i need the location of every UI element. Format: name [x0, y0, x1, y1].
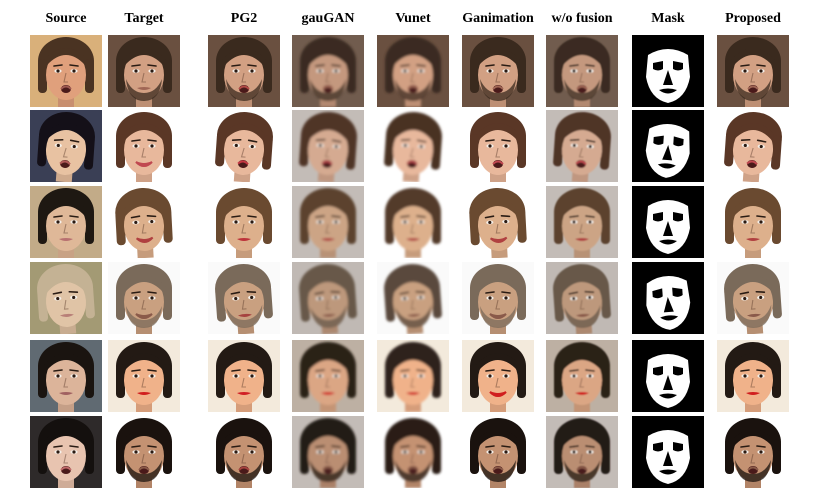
face-image-source-row-2	[30, 110, 102, 182]
face-image-vunet-row-5	[377, 340, 449, 412]
face-image-mask-row-6	[632, 416, 704, 488]
face-image-gaugan-row-3	[292, 186, 364, 258]
face-image-proposed-row-3	[717, 186, 789, 258]
face-image-wo-fusion-row-2	[546, 110, 618, 182]
face-image-source-row-4	[30, 262, 102, 334]
face-image-wo-fusion-row-5	[546, 340, 618, 412]
column-header-ganimation: Ganimation	[462, 11, 534, 26]
column-header-gaugan: gauGAN	[301, 11, 355, 26]
face-image-pg2-row-6	[208, 416, 280, 488]
column-header-source: Source	[45, 11, 87, 26]
column-header-vunet: Vunet	[395, 11, 431, 26]
column-header-mask: Mask	[651, 11, 685, 26]
face-image-pg2-row-2	[208, 110, 280, 182]
face-image-wo-fusion-row-1	[546, 35, 618, 107]
face-image-vunet-row-3	[377, 186, 449, 258]
face-image-target-row-3	[108, 186, 180, 258]
face-image-source-row-6	[30, 416, 102, 488]
face-image-wo-fusion-row-4	[546, 262, 618, 334]
face-image-vunet-row-4	[377, 262, 449, 334]
face-image-pg2-row-4	[208, 262, 280, 334]
face-image-source-row-3	[30, 186, 102, 258]
face-image-ganimation-row-2	[462, 110, 534, 182]
face-image-ganimation-row-6	[462, 416, 534, 488]
face-image-proposed-row-1	[717, 35, 789, 107]
face-image-mask-row-1	[632, 35, 704, 107]
face-image-pg2-row-1	[208, 35, 280, 107]
face-image-mask-row-2	[632, 110, 704, 182]
face-image-target-row-2	[108, 110, 180, 182]
face-image-vunet-row-6	[377, 416, 449, 488]
face-image-vunet-row-2	[377, 110, 449, 182]
face-image-ganimation-row-1	[462, 35, 534, 107]
face-image-source-row-1	[30, 35, 102, 107]
column-header-proposed: Proposed	[725, 11, 781, 26]
face-image-target-row-5	[108, 340, 180, 412]
face-image-wo-fusion-row-6	[546, 416, 618, 488]
face-image-gaugan-row-6	[292, 416, 364, 488]
face-image-proposed-row-4	[717, 262, 789, 334]
face-image-gaugan-row-5	[292, 340, 364, 412]
face-image-vunet-row-1	[377, 35, 449, 107]
face-image-source-row-5	[30, 340, 102, 412]
face-image-gaugan-row-1	[292, 35, 364, 107]
column-header-wo-fusion: w/o fusion	[551, 11, 613, 26]
face-image-target-row-4	[108, 262, 180, 334]
face-image-gaugan-row-2	[292, 110, 364, 182]
face-image-mask-row-5	[632, 340, 704, 412]
face-image-wo-fusion-row-3	[546, 186, 618, 258]
face-image-ganimation-row-4	[462, 262, 534, 334]
face-image-proposed-row-6	[717, 416, 789, 488]
face-image-mask-row-4	[632, 262, 704, 334]
face-image-ganimation-row-5	[462, 340, 534, 412]
face-image-pg2-row-3	[208, 186, 280, 258]
face-image-proposed-row-2	[717, 110, 789, 182]
face-image-mask-row-3	[632, 186, 704, 258]
face-image-gaugan-row-4	[292, 262, 364, 334]
column-header-pg2: PG2	[230, 11, 258, 26]
column-header-target: Target	[124, 11, 164, 26]
face-image-ganimation-row-3	[462, 186, 534, 258]
face-image-pg2-row-5	[208, 340, 280, 412]
face-image-target-row-6	[108, 416, 180, 488]
face-image-proposed-row-5	[717, 340, 789, 412]
face-image-target-row-1	[108, 35, 180, 107]
